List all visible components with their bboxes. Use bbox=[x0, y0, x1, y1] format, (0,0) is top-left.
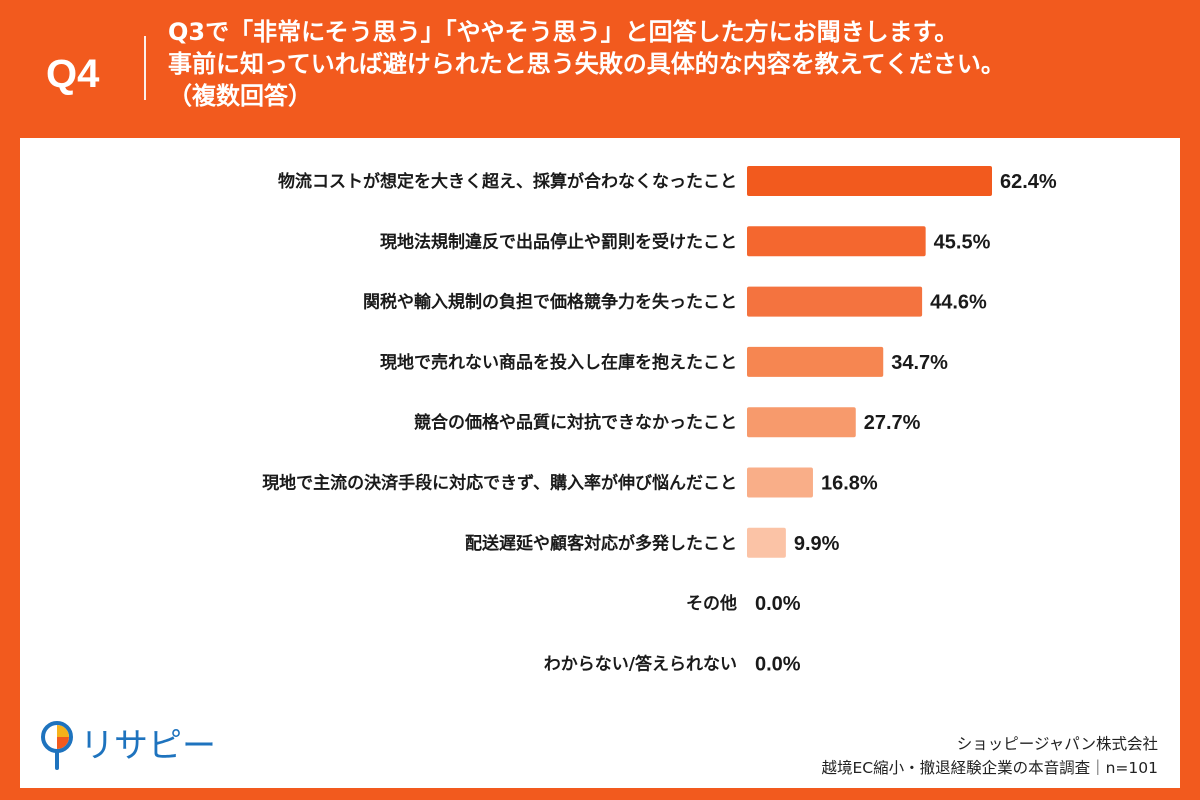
value-label: 44.6% bbox=[930, 292, 987, 314]
value-label: 0.0% bbox=[755, 593, 801, 615]
category-label: 現地で主流の決済手段に対応できず、購入率が伸び悩んだこと bbox=[262, 473, 737, 494]
header: Q4 Q3で「非常にそう思う」「ややそう思う」と回答した方にお聞きします。 事前… bbox=[0, 0, 1200, 135]
value-label: 62.4% bbox=[1000, 171, 1057, 193]
source-company: ショッピージャパン株式会社 bbox=[956, 735, 1158, 753]
value-label: 9.9% bbox=[794, 533, 840, 555]
logo-text: リサピー bbox=[80, 726, 216, 766]
source-note: ショッピージャパン株式会社 越境EC縮小・撤退経験企業の本音調査｜n=101 bbox=[821, 732, 1158, 780]
value-label: 27.7% bbox=[864, 412, 921, 434]
bar bbox=[747, 407, 856, 438]
chart-panel: 物流コストが想定を大きく超え、採算が合わなくなったこと 62.4% 現地法規制違反で… bbox=[20, 138, 1180, 788]
category-label: 現地法規制違反で出品停止や罰則を受けたこと bbox=[380, 231, 737, 252]
bar bbox=[747, 527, 786, 558]
category-label: その他 bbox=[686, 593, 737, 614]
value-label: 16.8% bbox=[821, 473, 878, 495]
question-line-3: （複数回答） bbox=[168, 82, 312, 110]
category-label: 配送遅延や顧客対応が多発したこと bbox=[465, 533, 737, 554]
source-survey: 越境EC縮小・撤退経験企業の本音調査｜n=101 bbox=[821, 759, 1158, 777]
bar-chart: 物流コストが想定を大きく超え、採算が合わなくなったこと 62.4% 現地法規制違反で… bbox=[262, 166, 1057, 675]
question-line-2: 事前に知っていれば避けられたと思う失敗の具体的な内容を教えてください。 bbox=[168, 50, 1005, 78]
category-label: 現地で売れない商品を投入し在庫を抱えたこと bbox=[380, 352, 737, 373]
category-label: わからない/答えられない bbox=[544, 653, 737, 674]
bar bbox=[747, 286, 923, 317]
value-label: 45.5% bbox=[934, 231, 991, 253]
bar bbox=[747, 467, 813, 498]
category-label: 競合の価格や品質に対抗できなかったこと bbox=[414, 412, 737, 433]
bar bbox=[747, 166, 992, 196]
risapi-logo: リサピー bbox=[41, 721, 216, 770]
bar bbox=[747, 226, 926, 257]
bar bbox=[747, 346, 884, 377]
question-text: Q3で「非常にそう思う」「ややそう思う」と回答した方にお聞きします。 事前に知っ… bbox=[168, 16, 1005, 112]
category-label: 物流コストが想定を大きく超え、採算が合わなくなったこと bbox=[278, 171, 737, 192]
pin-icon bbox=[41, 721, 73, 770]
header-divider bbox=[144, 36, 146, 100]
value-label: 34.7% bbox=[891, 352, 948, 374]
category-label: 関税や輸入規制の負担で価格競争力を失ったこと bbox=[363, 292, 737, 313]
question-number: Q4 bbox=[46, 52, 100, 96]
value-label: 0.0% bbox=[755, 653, 801, 675]
question-line-1: Q3で「非常にそう思う」「ややそう思う」と回答した方にお聞きします。 bbox=[168, 18, 959, 46]
